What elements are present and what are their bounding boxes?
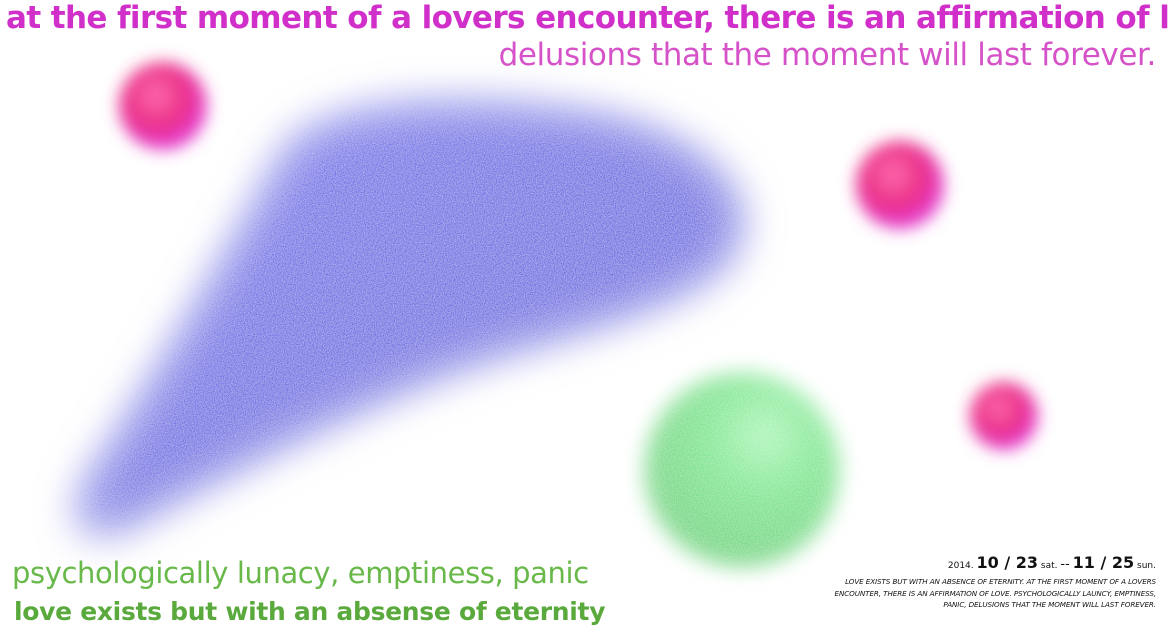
pink-sphere-top-left [119,62,207,150]
pink-sphere-small-right [970,382,1038,450]
start-date: 10 / 23 [976,553,1039,572]
date-separator: -- [1060,557,1070,572]
event-dates: 2014. 10 / 23 sat. -- 11 / 25 sun. [826,553,1156,576]
green-sphere [647,375,837,565]
start-day: sat. [1040,561,1058,571]
headline-text: at the first moment of a lovers encounte… [6,0,1170,36]
tagline-bold: love exists but with an absense of etern… [14,597,606,626]
tagline-light: psychologically lunacy, emptiness, panic [12,556,589,590]
event-info: 2014. 10 / 23 sat. -- 11 / 25 sun. LOVE … [826,553,1157,611]
event-description: LOVE EXISTS BUT WITH AN ABSENCE OF ETERN… [834,577,1157,609]
event-year: 2014. [947,561,974,571]
subhead-text: delusions that the moment will last fore… [498,37,1157,73]
end-day: sun. [1137,561,1156,571]
end-date: 11 / 25 [1072,553,1135,572]
pink-sphere-right [856,141,944,229]
blue-triangle-blob [80,107,738,530]
